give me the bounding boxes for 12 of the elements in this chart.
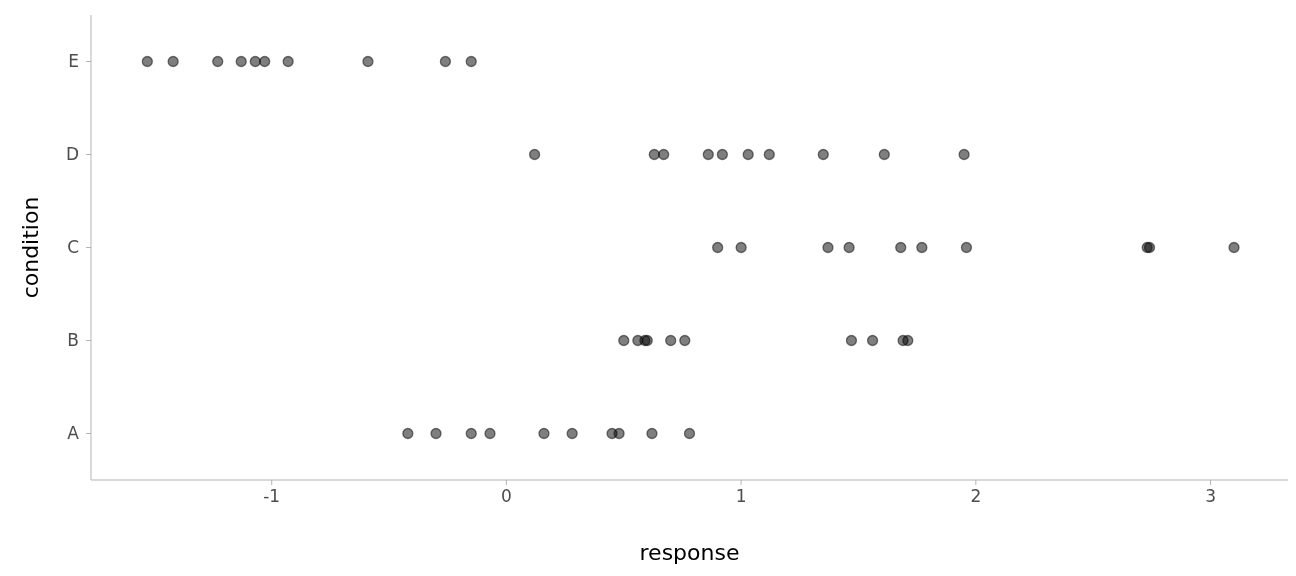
x-tick-label: 3	[1205, 486, 1216, 506]
x-tick-label: 0	[501, 486, 512, 506]
x-tick-label: 1	[735, 486, 747, 506]
x-axis-title: response	[639, 540, 740, 565]
y-tick-label: C	[67, 237, 79, 258]
x-tick-label: -1	[263, 486, 281, 506]
y-tick-label: A	[67, 423, 80, 444]
y-axis-title: condition	[18, 196, 43, 299]
y-tick-label: D	[65, 144, 79, 165]
y-tick-label: B	[67, 330, 79, 351]
x-tick-label: 2	[970, 486, 982, 506]
y-tick-label: E	[68, 51, 79, 72]
